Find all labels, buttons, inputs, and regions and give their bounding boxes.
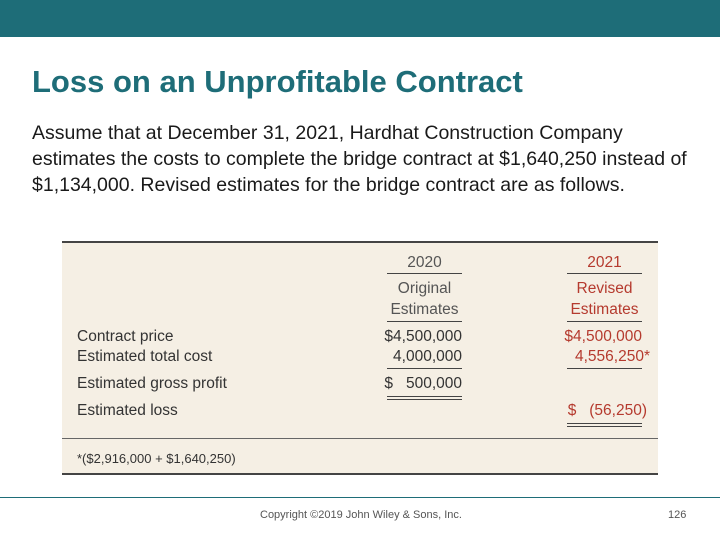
table-top-rule (62, 241, 658, 243)
col-2020-subtotal-rule (387, 368, 462, 369)
table-mid-rule (62, 438, 658, 439)
row-label-estimated-loss: Estimated loss (77, 402, 178, 419)
col-2020-line2: Estimates (390, 301, 459, 318)
table-footnote: *($2,916,000 + $1,640,250) (77, 451, 236, 466)
col-2021-double-rule-b (567, 426, 642, 427)
col-2021-double-rule-a (567, 423, 642, 424)
col-2021-header-rule (567, 321, 642, 322)
row-label-contract-price: Contract price (77, 328, 174, 345)
cell-2021-estimated-total-cost: 4,556,250* (575, 348, 650, 365)
col-2021-year-underline (567, 273, 642, 274)
slide-title: Loss on an Unprofitable Contract (32, 64, 523, 99)
col-2021-line2: Estimates (570, 301, 639, 318)
cell-2021-estimated-loss: $ (56,250) (567, 402, 647, 419)
row-label-estimated-total-cost: Estimated total cost (77, 348, 213, 365)
cell-2020-contract-price: $4,500,000 (384, 328, 462, 345)
footer-rule (0, 497, 720, 498)
page-number: 126 (668, 509, 687, 521)
col-2021-line1: Revised (576, 280, 633, 297)
col-2021-subtotal-rule (567, 368, 642, 369)
cell-2020-estimated-total-cost: 4,000,000 (393, 348, 462, 365)
slide-body-text: Assume that at December 31, 2021, Hardha… (32, 122, 687, 196)
cell-2021-contract-price: $4,500,000 (564, 328, 642, 345)
col-2020-line1: Original (397, 280, 452, 297)
estimates-table: 2020 Original Estimates 2021 Revised Est… (62, 241, 658, 475)
cell-2020-estimated-gross-profit: $ 500,000 (384, 375, 462, 392)
row-label-estimated-gross-profit: Estimated gross profit (77, 375, 227, 392)
col-2020-double-rule-b (387, 399, 462, 400)
col-2020-year: 2020 (407, 254, 442, 271)
col-2021-year: 2021 (587, 254, 622, 271)
col-2020-double-rule-a (387, 396, 462, 397)
col-2020-year-underline (387, 273, 462, 274)
col-2020-header-rule (387, 321, 462, 322)
copyright-notice: Copyright ©2019 John Wiley & Sons, Inc. (260, 509, 462, 521)
table-bottom-rule (62, 473, 658, 475)
top-banner (0, 0, 720, 37)
